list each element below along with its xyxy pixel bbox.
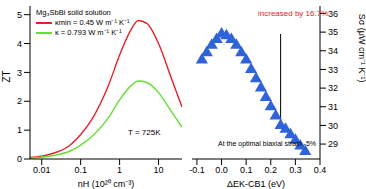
html-text:κmin = 0.45 W m⁻¹ K⁻¹: κmin = 0.45 W m⁻¹ K⁻¹ [55, 18, 130, 27]
svg-text:-0.1: -0.1 [189, 165, 205, 175]
svg-text:0.4: 0.4 [314, 165, 327, 175]
svg-text:3: 3 [17, 68, 22, 78]
svg-text:Sσ (μW cm⁻¹ K⁻¹): Sσ (μW cm⁻¹ K⁻¹) [357, 14, 358, 83]
svg-text:0.1: 0.1 [240, 165, 253, 175]
svg-text:0.2: 0.2 [265, 165, 278, 175]
svg-text:36: 36 [328, 9, 338, 19]
svg-text:nH (10²⁰ cm⁻³): nH (10²⁰ cm⁻³) [78, 179, 135, 189]
svg-text:34: 34 [328, 46, 338, 56]
svg-text:1: 1 [17, 125, 22, 135]
svg-text:0.0: 0.0 [215, 165, 228, 175]
svg-text:0.01: 0.01 [33, 165, 51, 175]
svg-text:10: 10 [154, 165, 164, 175]
svg-text:5: 5 [17, 10, 22, 20]
html-text:increased by 16.7%: increased by 16.7% [258, 9, 329, 18]
svg-text:0.1: 0.1 [74, 165, 87, 175]
html-text:T = 725K: T = 725K [128, 128, 161, 137]
html-text:κ = 0.793 W m⁻¹ K⁻¹: κ = 0.793 W m⁻¹ K⁻¹ [55, 28, 122, 37]
svg-text:ΔEK-CB1 (eV): ΔEK-CB1 (eV) [227, 179, 285, 189]
svg-text:2: 2 [17, 96, 22, 106]
svg-text:35: 35 [328, 27, 338, 37]
html-text:Mg₃SbBi solid solution: Mg₃SbBi solid solution [36, 8, 111, 17]
html-text:At the optimal biaxial strain: At the optimal biaxial strain -5% [218, 140, 316, 147]
svg-text:31: 31 [328, 102, 338, 112]
svg-text:30: 30 [328, 121, 338, 131]
svg-text:4: 4 [17, 39, 22, 49]
svg-text:1: 1 [117, 165, 122, 175]
svg-text:32: 32 [328, 83, 338, 93]
svg-text:ZT: ZT [8, 70, 12, 82]
svg-text:0: 0 [17, 154, 22, 164]
svg-text:33: 33 [328, 65, 338, 75]
svg-text:0.3: 0.3 [289, 165, 302, 175]
svg-text:29: 29 [328, 139, 338, 149]
